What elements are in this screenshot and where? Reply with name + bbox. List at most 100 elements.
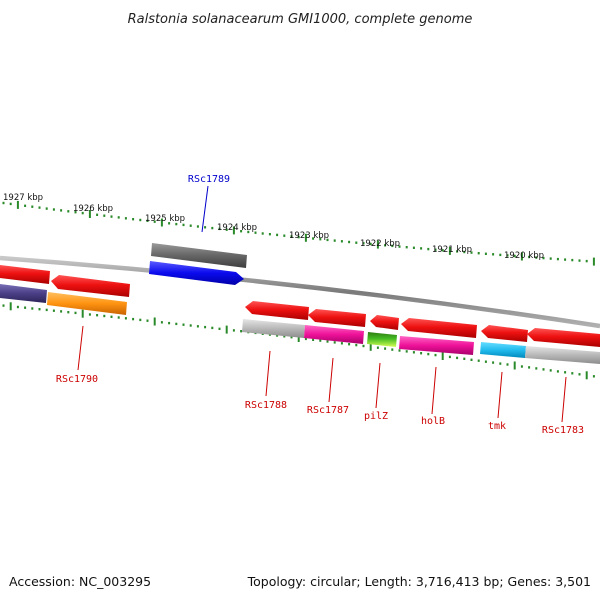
feature-rsc1790-red[interactable] bbox=[51, 275, 130, 297]
scale-outer-minor-tick bbox=[326, 238, 329, 242]
feature-pilz-red[interactable] bbox=[370, 315, 399, 330]
scale-outer-minor-tick bbox=[254, 231, 257, 234]
scale-outer-minor-tick bbox=[456, 250, 459, 253]
scale-inner-minor-tick bbox=[384, 347, 387, 350]
scale-inner-minor-tick bbox=[196, 325, 199, 328]
feature-rsc1788-red[interactable] bbox=[245, 301, 309, 320]
feature-holb-red[interactable] bbox=[401, 318, 477, 338]
scale-outer-minor-tick bbox=[283, 234, 286, 237]
scale-outer-minor-tick bbox=[405, 246, 408, 249]
gene-label-holb[interactable]: holB bbox=[421, 416, 445, 427]
scale-inner-minor-tick bbox=[204, 325, 207, 329]
scale-outer-major-tick bbox=[88, 210, 91, 218]
scale-inner-minor-tick bbox=[391, 348, 394, 351]
scale-outer-minor-tick bbox=[2, 201, 5, 205]
scale-inner-minor-tick bbox=[88, 313, 91, 316]
scale-inner-minor-tick bbox=[520, 365, 523, 368]
scale-inner-major-tick bbox=[441, 352, 444, 360]
feature-rsc1788[interactable] bbox=[242, 319, 305, 338]
scale-outer-major-tick bbox=[448, 246, 451, 255]
feature-rsc1783-red[interactable] bbox=[527, 328, 600, 347]
scale-outer-minor-tick bbox=[427, 247, 430, 251]
gene-label-rsc1783[interactable]: RSc1783 bbox=[542, 425, 584, 436]
scale-inner-minor-tick bbox=[578, 373, 581, 376]
scale-inner-minor-tick bbox=[312, 338, 315, 341]
scale-inner-minor-tick bbox=[168, 321, 171, 325]
scale-inner-minor-tick bbox=[283, 335, 286, 338]
scale-outer-minor-tick bbox=[225, 228, 228, 231]
scale-outer-minor-tick bbox=[24, 204, 27, 207]
scale-outer-minor-tick bbox=[211, 226, 214, 230]
scale-outer-major-tick bbox=[16, 200, 19, 209]
scale-inner-minor-tick bbox=[463, 357, 466, 360]
gene-label-rsc1788[interactable]: RSc1788 bbox=[245, 400, 287, 411]
leader-line-rsc1783 bbox=[561, 376, 567, 423]
scale-inner-minor-tick bbox=[117, 316, 120, 319]
feature-holb[interactable] bbox=[399, 336, 474, 355]
scale-inner-minor-tick bbox=[276, 334, 279, 337]
feature-rsc1787[interactable] bbox=[304, 325, 364, 344]
scale-inner-minor-tick bbox=[31, 307, 34, 310]
gene-label-pilz[interactable]: pilZ bbox=[364, 411, 388, 422]
scale-inner-minor-tick bbox=[420, 352, 423, 355]
scale-outer-minor-tick bbox=[369, 242, 372, 246]
scale-outer-minor-tick bbox=[506, 254, 509, 257]
gene-label-rsc1789[interactable]: RSc1789 bbox=[188, 174, 230, 185]
scale-outer-major-tick bbox=[232, 226, 235, 235]
scale-outer-minor-tick bbox=[276, 233, 279, 237]
scale-inner-minor-tick bbox=[348, 343, 351, 346]
gene-label-tmk[interactable]: tmk bbox=[488, 421, 506, 432]
scale-outer-minor-tick bbox=[240, 230, 243, 233]
scale-outer-minor-tick bbox=[103, 214, 106, 217]
scale-outer-minor-tick bbox=[168, 222, 171, 225]
scale-inner-major-tick bbox=[225, 325, 228, 334]
feature-rsc1790[interactable] bbox=[47, 292, 127, 315]
scale-outer-minor-tick bbox=[60, 209, 63, 212]
scale-inner-minor-tick bbox=[499, 362, 502, 365]
scale-inner-minor-tick bbox=[146, 319, 149, 322]
scale-inner-minor-tick bbox=[484, 360, 487, 363]
feature-left-red-1[interactable] bbox=[0, 265, 50, 284]
feature-left-navy[interactable] bbox=[0, 284, 47, 303]
feature-rsc1783[interactable] bbox=[525, 346, 600, 364]
gene-label-rsc1787[interactable]: RSc1787 bbox=[307, 405, 349, 416]
scale-tick-label: 1927 kbp bbox=[3, 193, 43, 203]
scale-inner-minor-tick bbox=[132, 317, 135, 321]
scale-inner-minor-tick bbox=[60, 310, 63, 313]
accession-text: Accession: NC_003295 bbox=[9, 574, 151, 589]
scale-inner-minor-tick bbox=[456, 356, 459, 360]
genome-backbone bbox=[0, 255, 600, 329]
scale-outer-minor-tick bbox=[412, 246, 415, 249]
feature-pilz[interactable] bbox=[367, 332, 397, 347]
scale-outer-minor-tick bbox=[470, 251, 473, 254]
scale-inner-minor-tick bbox=[45, 308, 48, 312]
gene-label-rsc1790[interactable]: RSc1790 bbox=[56, 374, 98, 385]
scale-inner-minor-tick bbox=[175, 322, 178, 326]
scale-outer-minor-tick bbox=[319, 238, 322, 241]
scale-outer-minor-tick bbox=[477, 252, 480, 255]
scale-outer-minor-tick bbox=[384, 244, 387, 247]
leader-line-pilz bbox=[375, 362, 381, 409]
feature-rsc1787-red[interactable] bbox=[308, 309, 366, 327]
scale-inner-minor-tick bbox=[240, 330, 243, 333]
feature-rsc1789-outer[interactable] bbox=[151, 243, 247, 268]
scale-outer-minor-tick bbox=[182, 223, 185, 227]
feature-rsc1789[interactable] bbox=[149, 261, 244, 285]
feature-tmk[interactable] bbox=[480, 342, 526, 358]
scale-tick-label: 1920 kbp bbox=[504, 251, 544, 261]
scale-inner-minor-tick bbox=[535, 367, 538, 370]
scale-tick-label: 1923 kbp bbox=[289, 231, 329, 241]
scale-inner-minor-tick bbox=[211, 326, 214, 330]
scale-outer-minor-tick bbox=[535, 256, 538, 259]
scale-outer-minor-tick bbox=[196, 225, 199, 228]
scale-inner-minor-tick bbox=[74, 311, 77, 315]
scale-inner-minor-tick bbox=[427, 352, 430, 356]
scale-inner-minor-tick bbox=[67, 311, 70, 314]
leader-line-rsc1789 bbox=[201, 185, 209, 233]
scale-inner-minor-tick bbox=[304, 337, 307, 341]
scale-inner-minor-tick bbox=[434, 353, 437, 357]
scale-outer-minor-tick bbox=[139, 218, 142, 222]
scale-outer-minor-tick bbox=[556, 257, 559, 261]
feature-tmk-red[interactable] bbox=[481, 325, 528, 342]
scale-inner-major-tick bbox=[9, 302, 12, 311]
